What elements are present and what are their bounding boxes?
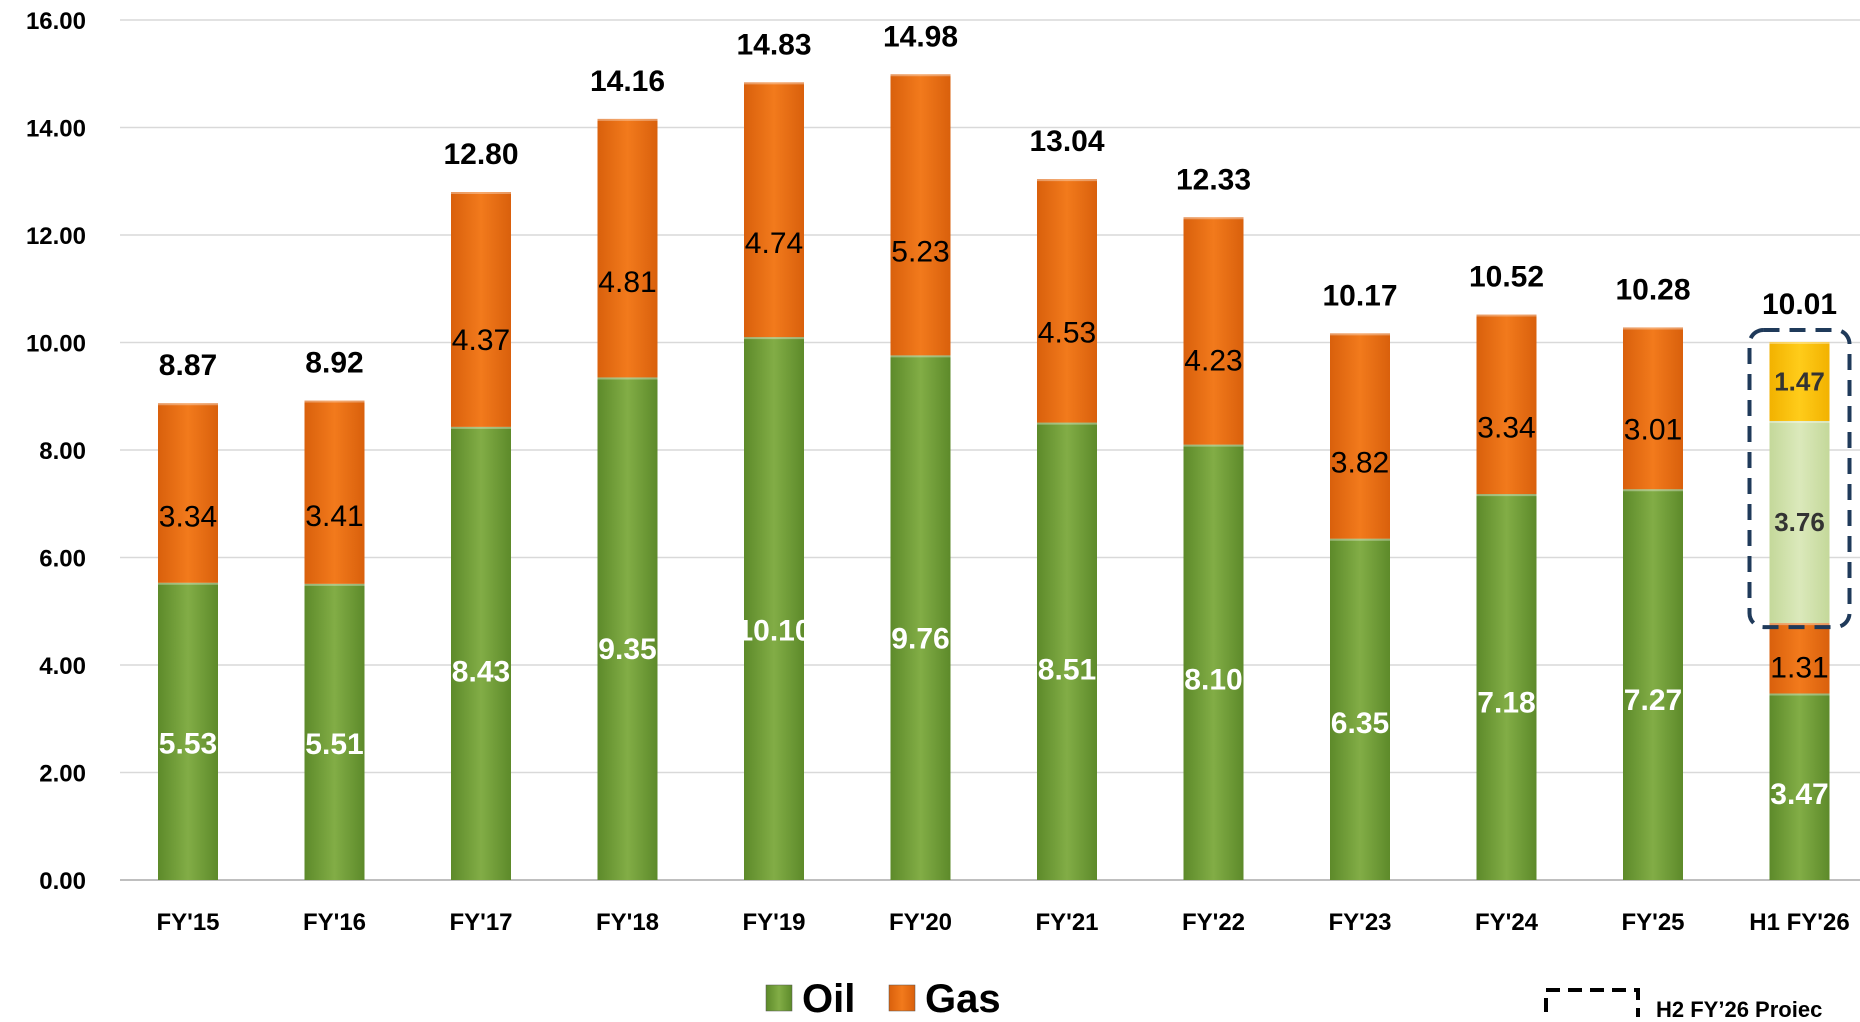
bar-gas: [1769, 623, 1830, 694]
oil-value-label: 8.43: [452, 656, 510, 689]
bar-gas: [744, 82, 804, 338]
oil-value-label: 5.53: [159, 727, 217, 760]
gas-value-label: 4.23: [1184, 345, 1242, 378]
bar-oil: [158, 582, 218, 880]
bar-oil: [1330, 538, 1390, 880]
legend-swatch-oil: [765, 984, 793, 1012]
x-tick-label: FY'25: [1621, 909, 1684, 936]
legend: Oil Gas H2 FY’26 Projec: [765, 977, 1822, 1022]
y-tick-label: 12.00: [26, 223, 86, 250]
legend-swatch-gas: [888, 984, 916, 1012]
oil-value-label: 7.18: [1477, 686, 1535, 719]
oil-value-label: 8.51: [1038, 654, 1096, 687]
bar-oil: [451, 426, 511, 880]
x-tick-label: FY'20: [889, 909, 952, 936]
gas-value-label: 3.34: [159, 500, 217, 533]
total-value-label: 10.17: [1322, 279, 1397, 312]
x-tick-label: FY'21: [1035, 909, 1098, 936]
y-tick-label: 0.00: [39, 868, 86, 895]
legend-label-oil: Oil: [802, 977, 855, 1017]
bar-gas: [304, 400, 365, 584]
oil-value-label: 9.76: [891, 623, 949, 656]
bar-gas: [597, 118, 658, 378]
total-value-label: 10.52: [1469, 261, 1544, 294]
x-tick-label: FY'19: [742, 909, 805, 936]
bar-gas: [158, 403, 218, 583]
oil-value-label: 3.47: [1770, 778, 1828, 811]
y-tick-label: 6.00: [39, 546, 86, 573]
bar-gas: [1037, 179, 1097, 423]
bar-projected-oil: [1769, 420, 1830, 624]
y-tick-label: 14.00: [26, 116, 86, 143]
total-value-label: 12.33: [1176, 163, 1251, 196]
axes: 0.00 2.00 4.00 6.00 8.00 10.00 12.00 14.00 16.00…: [26, 8, 1850, 936]
oil-value-label: 7.27: [1624, 684, 1682, 717]
y-tick-label: 2.00: [39, 761, 86, 788]
total-value-label: 10.28: [1615, 273, 1690, 306]
bar-oil: [1183, 444, 1244, 880]
bar-oil: [890, 355, 951, 880]
bar-oil: [744, 337, 804, 880]
legend-label-gas: Gas: [925, 977, 1001, 1017]
x-tick-label: FY'18: [596, 909, 659, 936]
y-tick-label: 10.00: [26, 331, 86, 358]
projection-outline: [1747, 327, 1852, 630]
total-value-label: 13.04: [1029, 125, 1104, 158]
bar-gas: [1623, 327, 1683, 490]
oil-value-label: 5.51: [305, 728, 363, 761]
projected-oil-label: 3.76: [1774, 507, 1825, 537]
bar-oil: [597, 377, 658, 880]
bar-gas: [1476, 314, 1537, 495]
bar-oil: [1037, 422, 1097, 880]
y-tick-label: 4.00: [39, 653, 86, 680]
bar-gas: [451, 192, 511, 427]
total-value-label: 8.92: [305, 347, 363, 380]
gas-value-label: 1.31: [1770, 651, 1828, 684]
total-value-label: 14.16: [590, 65, 665, 98]
legend-projection-label: H2 FY’26 Projec: [1656, 997, 1822, 1017]
gas-value-label: 4.37: [452, 324, 510, 357]
gas-value-label: 4.74: [745, 227, 803, 260]
bar-gas: [1183, 217, 1244, 445]
x-tick-label: FY'24: [1475, 909, 1539, 936]
bar-oil: [1476, 494, 1537, 880]
gas-value-label: 3.01: [1624, 413, 1682, 446]
gas-value-label: 5.23: [891, 235, 949, 268]
gas-value-label: 4.53: [1038, 316, 1096, 349]
data-labels: 5.53 3.34 8.87 5.51 3.41 8.92 8.43 4.37 12.80 9.3…: [159, 20, 1837, 811]
total-value-label: 10.01: [1762, 288, 1837, 321]
oil-value-label: 6.35: [1331, 707, 1389, 740]
x-tick-label: FY'17: [449, 909, 512, 936]
gas-value-label: 3.82: [1331, 447, 1389, 480]
bar-oil: [1769, 693, 1830, 880]
bar-projected-gas: [1769, 341, 1830, 421]
total-value-label: 8.87: [159, 349, 217, 382]
bar-gas: [890, 74, 951, 356]
total-value-label: 12.80: [443, 138, 518, 171]
y-tick-label: 16.00: [26, 8, 86, 35]
y-tick-label: 8.00: [39, 438, 86, 465]
oil-value-label: 10.10: [736, 614, 811, 647]
gas-value-label: 3.41: [305, 500, 363, 533]
legend-projection-swatch: [1544, 988, 1640, 1022]
gas-value-label: 4.81: [598, 266, 656, 299]
total-value-label: 14.83: [736, 28, 811, 61]
bar-oil: [1623, 489, 1683, 880]
oil-value-label: 9.35: [598, 633, 656, 666]
gridlines: [120, 19, 1860, 881]
x-tick-label: FY'15: [156, 909, 219, 936]
oil-value-label: 8.10: [1184, 664, 1242, 697]
total-value-label: 14.98: [883, 20, 958, 53]
x-tick-label: H1 FY'26: [1749, 909, 1849, 936]
gas-value-label: 3.34: [1477, 412, 1535, 445]
bars: [158, 74, 1852, 880]
x-tick-label: FY'16: [303, 909, 366, 936]
projected-gas-label: 1.47: [1774, 366, 1825, 396]
bar-oil: [304, 583, 365, 880]
x-tick-label: FY'22: [1182, 909, 1245, 936]
bar-gas: [1330, 333, 1390, 539]
x-tick-label: FY'23: [1328, 909, 1391, 936]
